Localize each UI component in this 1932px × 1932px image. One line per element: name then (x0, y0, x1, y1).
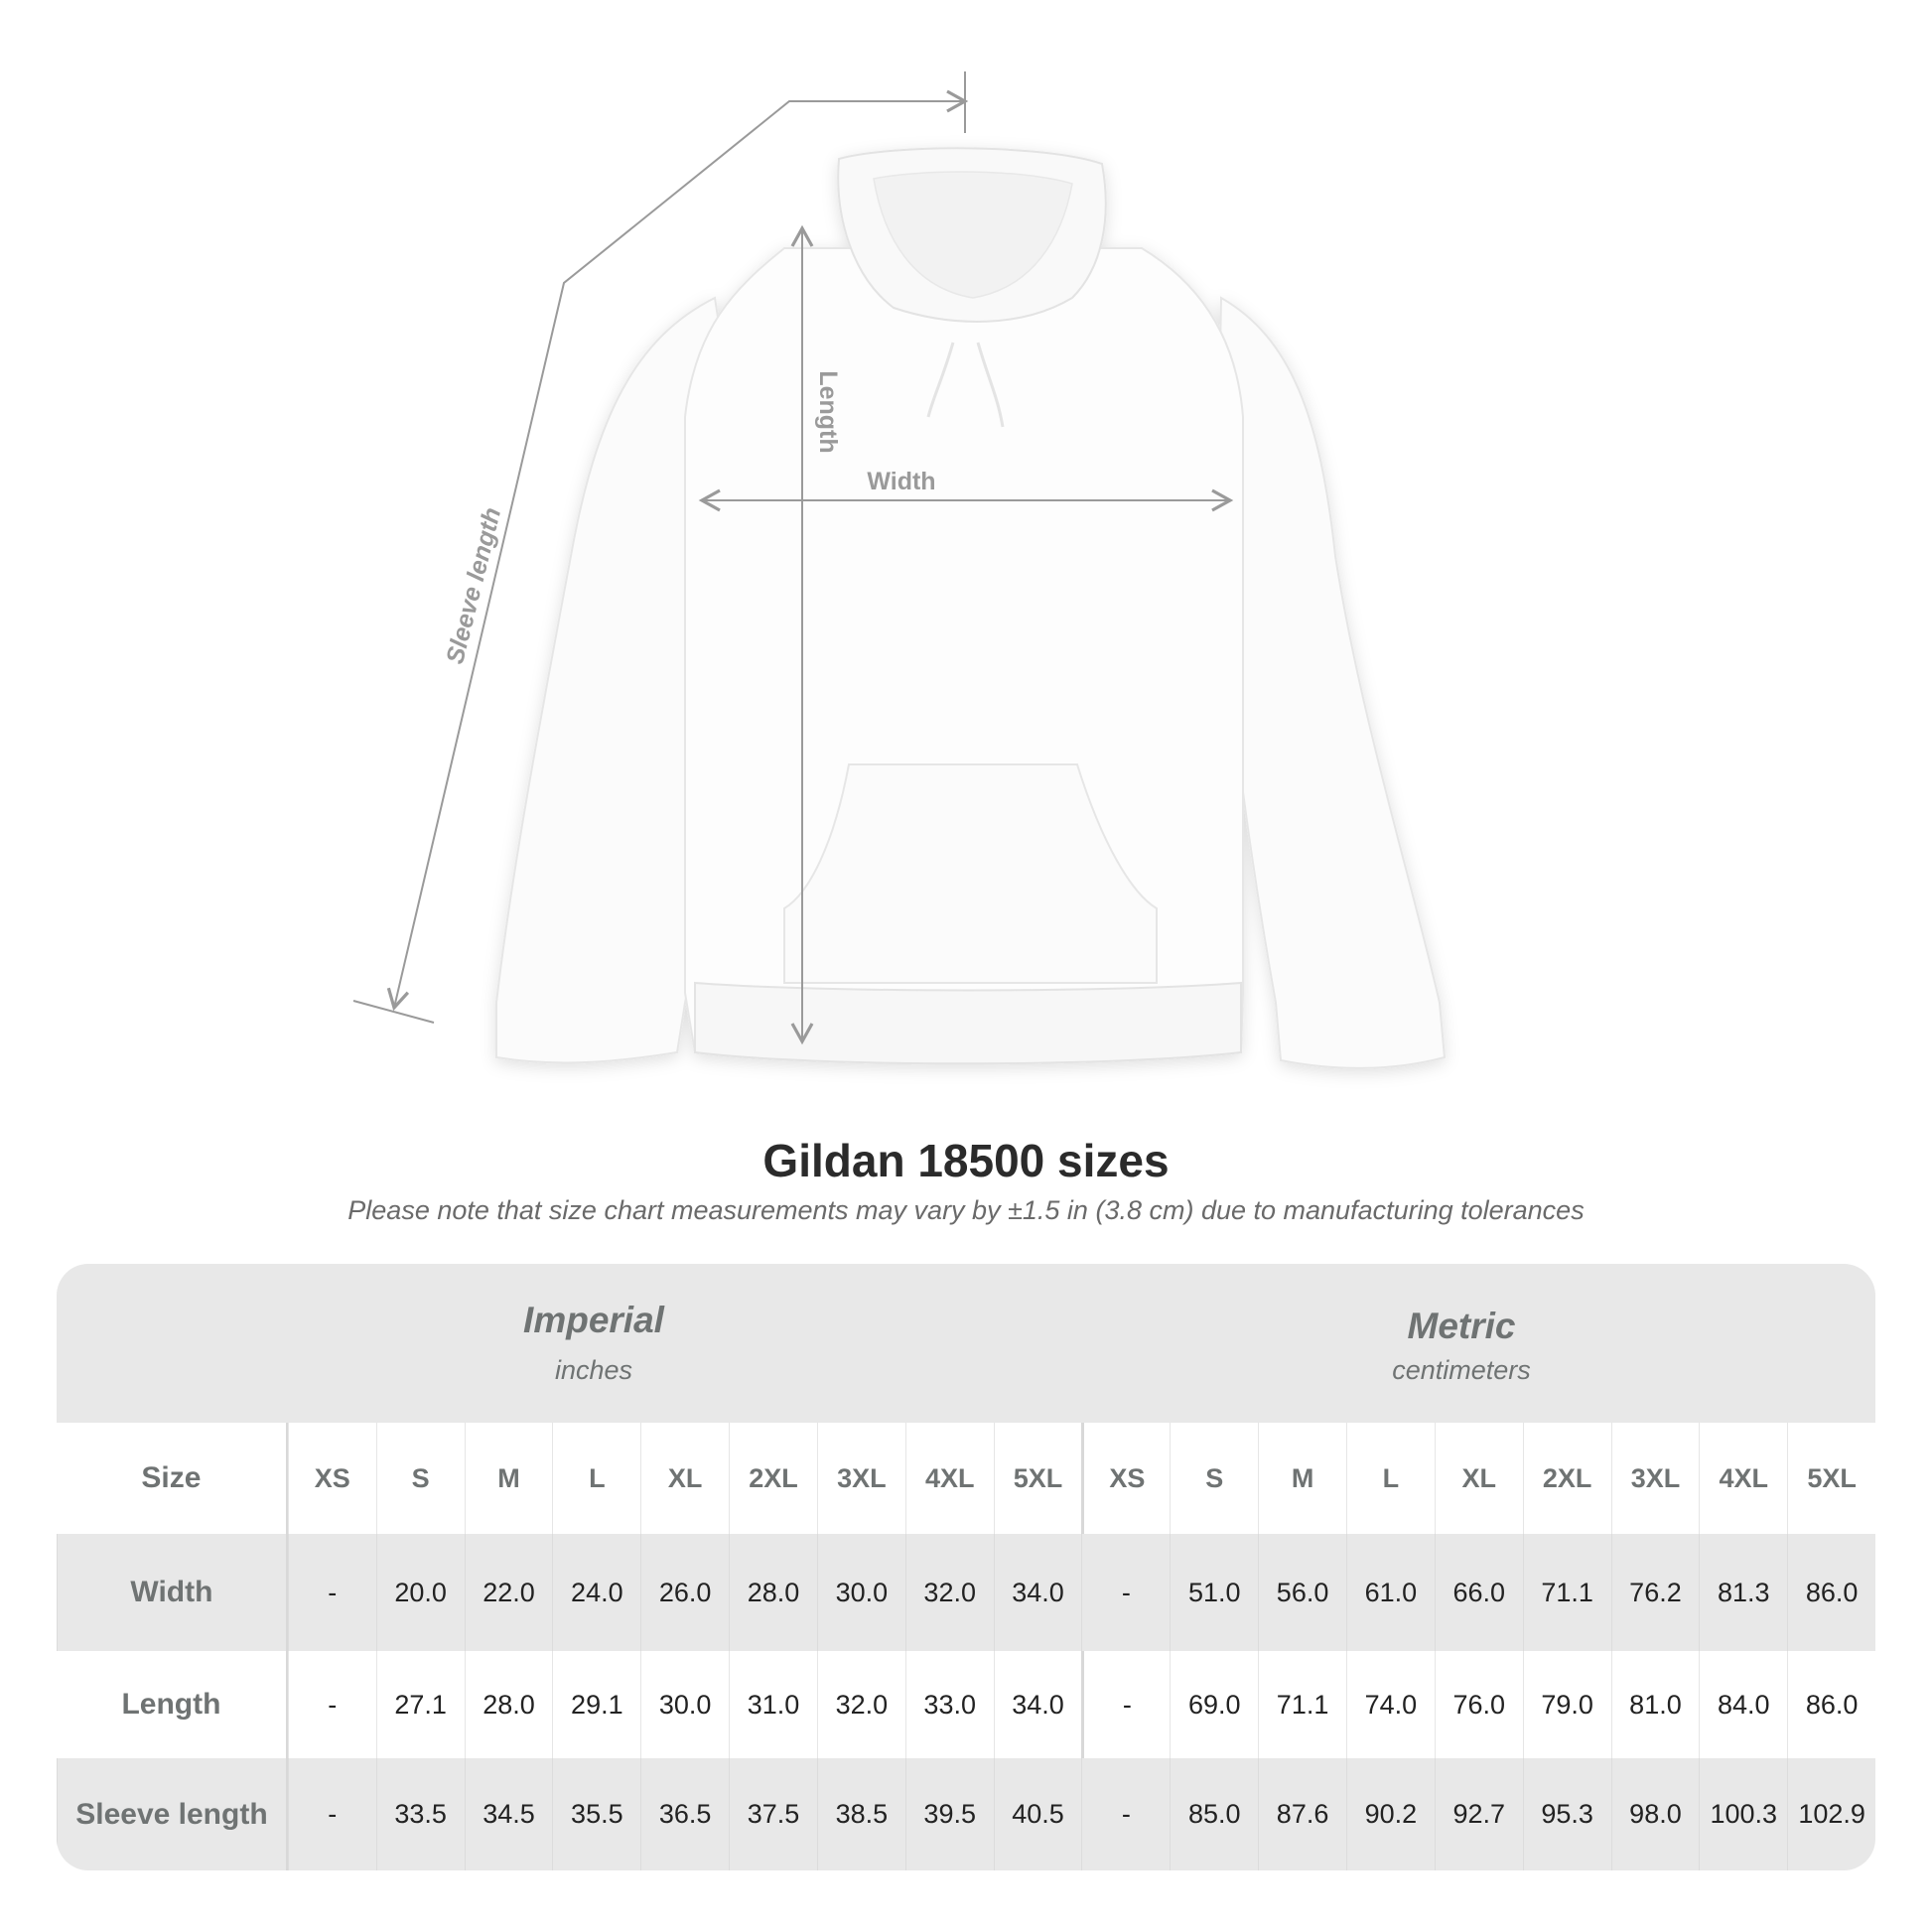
imperial-value: 34.5 (464, 1758, 553, 1870)
imperial-size-l: L (552, 1423, 640, 1534)
metric-value: 76.0 (1434, 1651, 1523, 1758)
metric-size-xl: XL (1434, 1423, 1523, 1534)
imperial-size-m: M (464, 1423, 553, 1534)
metric-value: 71.1 (1522, 1534, 1611, 1651)
row-label: Length (57, 1651, 288, 1758)
sleeve-bottom-tick (352, 1000, 435, 1024)
imperial-size-xs: XS (287, 1423, 376, 1534)
metric-size-l: L (1346, 1423, 1435, 1534)
metric-size-xs: XS (1081, 1423, 1170, 1534)
metric-value: 76.2 (1610, 1534, 1700, 1651)
imperial-value: - (287, 1651, 376, 1758)
imperial-value: - (287, 1534, 376, 1651)
imperial-size-5xl: 5XL (993, 1423, 1082, 1534)
table-header-band: Imperial inches Metric centimeters (57, 1264, 1875, 1423)
imperial-value: 33.5 (375, 1758, 465, 1870)
page-title: Gildan 18500 sizes (762, 1135, 1170, 1186)
hoodie-measurement-diagram: Length Width Sleeve length (352, 71, 1447, 1069)
metric-value: 74.0 (1346, 1651, 1435, 1758)
size-chart-table: Imperial inches Metric centimeters Size X… (57, 1264, 1875, 1870)
table-row: Length -27.1 28.0 29.1 30.0 31.0 32.0 33.0 34.0-… (57, 1651, 1875, 1758)
metric-value: 86.0 (1787, 1651, 1875, 1758)
metric-value: 86.0 (1787, 1534, 1875, 1651)
size-label: Size (57, 1423, 288, 1534)
metric-value: 85.0 (1170, 1758, 1258, 1870)
row-label: Sleeve length (57, 1758, 288, 1870)
imperial-value: 34.0 (993, 1651, 1082, 1758)
metric-value: 95.3 (1522, 1758, 1611, 1870)
imperial-value: 40.5 (993, 1758, 1082, 1870)
metric-size-m: M (1258, 1423, 1346, 1534)
length-label: Length (814, 370, 842, 453)
imperial-value: 36.5 (640, 1758, 729, 1870)
metric-size-3xl: 3XL (1610, 1423, 1700, 1534)
metric-value: 66.0 (1434, 1534, 1523, 1651)
tolerance-note: Please note that size chart measurements… (347, 1195, 1585, 1225)
imperial-size-4xl: 4XL (904, 1423, 994, 1534)
metric-value: 81.0 (1610, 1651, 1700, 1758)
width-label: Width (867, 468, 935, 495)
imperial-value: 24.0 (552, 1534, 640, 1651)
imperial-value: 28.0 (464, 1651, 553, 1758)
imperial-value: 29.1 (552, 1651, 640, 1758)
metric-value: 81.3 (1699, 1534, 1787, 1651)
table-row: Width -20.0 22.0 24.0 26.0 28.0 30.0 32.0 34.0-5… (57, 1534, 1875, 1651)
imperial-value: 33.0 (904, 1651, 994, 1758)
imperial-size-2xl: 2XL (729, 1423, 817, 1534)
imperial-value: - (287, 1758, 376, 1870)
metric-value: 102.9 (1787, 1758, 1875, 1870)
imperial-value: 31.0 (729, 1651, 817, 1758)
imperial-unit: inches (554, 1355, 633, 1385)
imperial-value: 26.0 (640, 1534, 729, 1651)
imperial-value: 30.0 (640, 1651, 729, 1758)
metric-value: 69.0 (1170, 1651, 1258, 1758)
metric-value: 79.0 (1522, 1651, 1611, 1758)
row-label: Width (57, 1534, 288, 1651)
metric-value: 84.0 (1699, 1651, 1787, 1758)
metric-header: Metric centimeters (1114, 1306, 1809, 1386)
imperial-size-xl: XL (640, 1423, 729, 1534)
metric-size-5xl: 5XL (1787, 1423, 1875, 1534)
metric-value: - (1081, 1651, 1170, 1758)
sleeve-length-label: Sleeve length (441, 504, 506, 666)
imperial-header: Imperial inches (246, 1300, 941, 1386)
metric-size-4xl: 4XL (1699, 1423, 1787, 1534)
metric-size-s: S (1170, 1423, 1258, 1534)
imperial-value: 20.0 (375, 1534, 465, 1651)
table-row: Sleeve length -33.5 34.5 35.5 36.5 37.5 38.5 39… (57, 1758, 1875, 1870)
metric-title: Metric (1407, 1306, 1516, 1346)
imperial-size-3xl: 3XL (816, 1423, 905, 1534)
metric-value: 71.1 (1258, 1651, 1346, 1758)
imperial-value: 39.5 (904, 1758, 994, 1870)
imperial-value: 34.0 (993, 1534, 1082, 1651)
metric-value: 61.0 (1346, 1534, 1435, 1651)
metric-value: 90.2 (1346, 1758, 1435, 1870)
metric-value: 87.6 (1258, 1758, 1346, 1870)
imperial-value: 28.0 (729, 1534, 817, 1651)
size-header-row: Size XS S M L XL 2XL 3XL 4XL 5XL XS S M L XL 2XL 3XL 4XL 5… (57, 1423, 1875, 1534)
hoodie-image (495, 147, 1447, 1069)
imperial-value: 38.5 (816, 1758, 905, 1870)
metric-value: 98.0 (1610, 1758, 1700, 1870)
metric-value: - (1081, 1758, 1170, 1870)
metric-unit: centimeters (1392, 1355, 1531, 1385)
metric-size-2xl: 2XL (1522, 1423, 1611, 1534)
imperial-value: 32.0 (904, 1534, 994, 1651)
imperial-title: Imperial (523, 1300, 664, 1340)
metric-value: 56.0 (1258, 1534, 1346, 1651)
imperial-value: 22.0 (464, 1534, 553, 1651)
metric-value: - (1081, 1534, 1170, 1651)
sleeve-length-line (386, 89, 969, 1012)
metric-value: 92.7 (1434, 1758, 1523, 1870)
measurement-lines (352, 71, 1234, 1045)
imperial-value: 27.1 (375, 1651, 465, 1758)
imperial-value: 37.5 (729, 1758, 817, 1870)
imperial-value: 30.0 (816, 1534, 905, 1651)
imperial-size-s: S (375, 1423, 465, 1534)
metric-value: 100.3 (1699, 1758, 1787, 1870)
metric-value: 51.0 (1170, 1534, 1258, 1651)
imperial-value: 32.0 (816, 1651, 905, 1758)
imperial-value: 35.5 (552, 1758, 640, 1870)
